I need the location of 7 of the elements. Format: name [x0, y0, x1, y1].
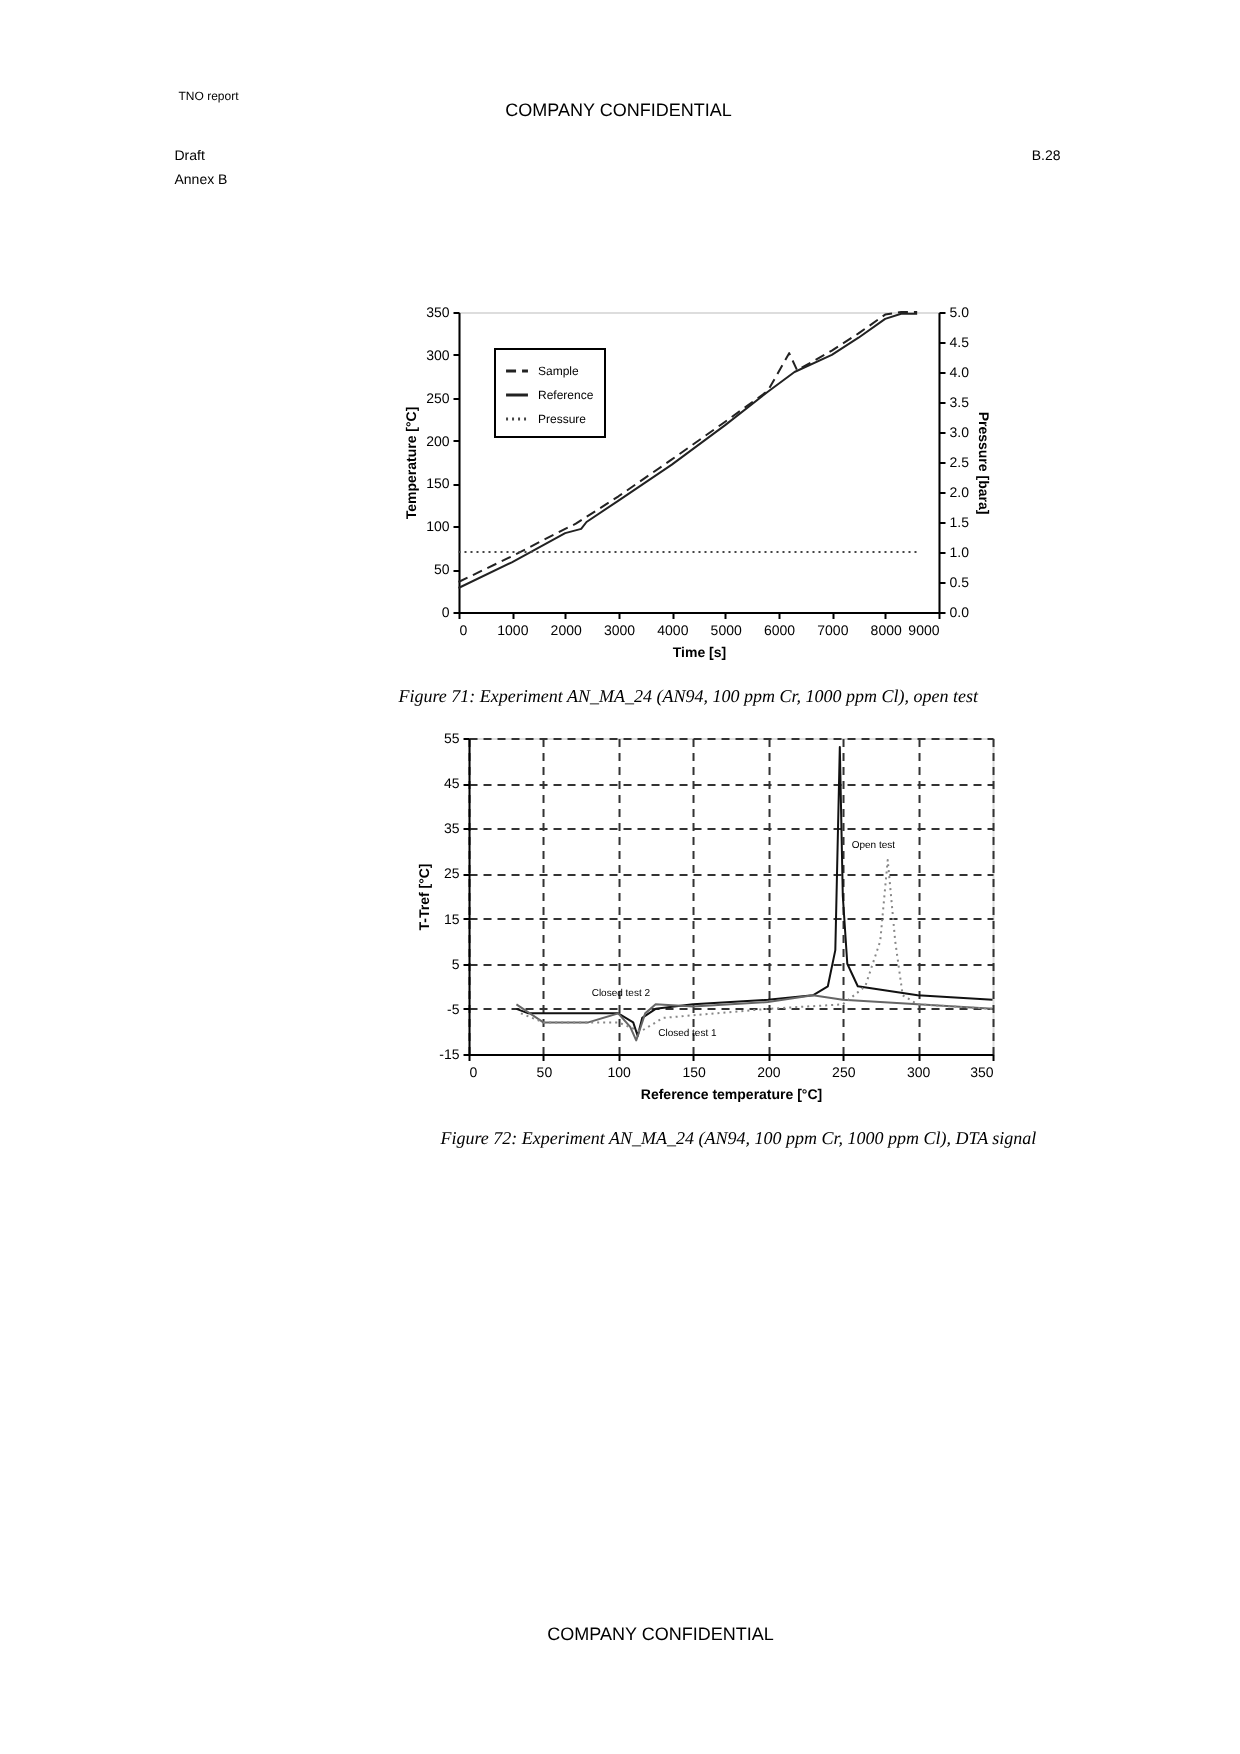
text: COMPANY CONFIDENTIAL — [505, 100, 732, 120]
line-series — [515, 994, 994, 1042]
text: Figure 72: Experiment AN_MA_24 (AN94, 100 ppm Cr, 1000 ppm Cl), DTA signal — [438, 1128, 1038, 1148]
text: Figure 71: Experiment AN_MA_24 (AN94, 100 ppm Cr, 1000 ppm Cl), open test — [396, 686, 979, 706]
line-series — [515, 746, 994, 1037]
line-series — [519, 858, 994, 1033]
text: COMPANY CONFIDENTIAL — [547, 1624, 774, 1644]
